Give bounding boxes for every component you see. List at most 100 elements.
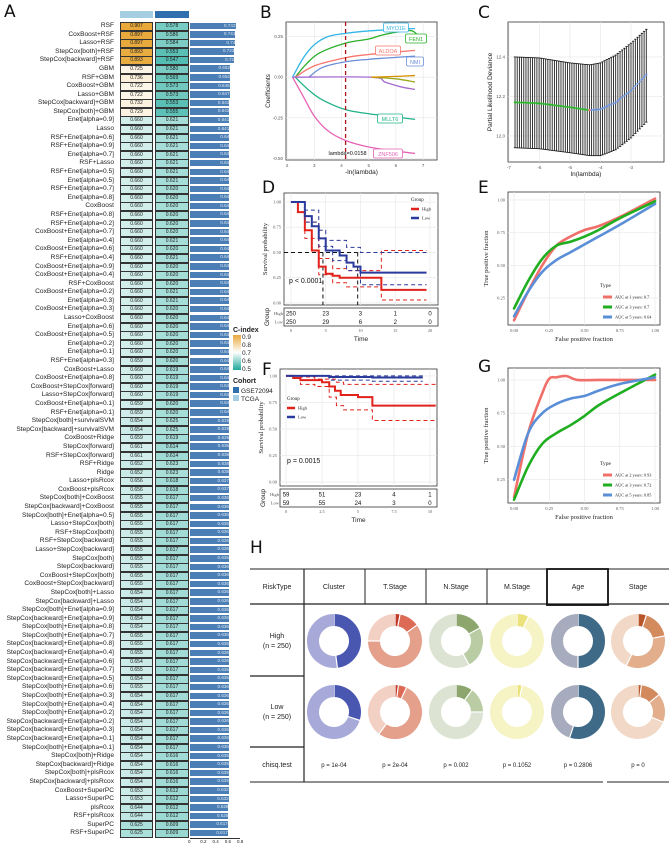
model-row: CoxBoost+RSF 0.897 0.586 0.741 [0, 30, 245, 40]
tcga-cindex-cell: 0.655 [120, 528, 153, 538]
model-row: StepCox[backward] 0.655 0.617 0.636 [0, 563, 245, 573]
donut-separator [396, 684, 400, 698]
axis-line [190, 838, 240, 839]
model-name: StepCox[backward]+Enet[alpha=0.5] [6, 674, 114, 682]
table-header: RiskType [263, 584, 292, 591]
mean-deviance-point [625, 92, 628, 96]
plot-area [285, 21, 438, 161]
chisq-p-value: p = 0.002 [443, 763, 469, 769]
risk-table-group: High [270, 492, 280, 497]
mean-cindex-bar: 0.628 [190, 804, 229, 811]
tcga-cindex-cell: 0.660 [120, 322, 153, 332]
mean-deviance-point [645, 73, 648, 76]
ci-upper-low [290, 201, 427, 253]
roc-curve [512, 374, 657, 499]
model-row: CoxBoost+Ridge 0.659 0.619 0.639 [0, 434, 245, 444]
model-name: SuperPC [87, 820, 114, 828]
model-row: CoxBoost+Enet[alpha=0.1] 0.659 0.620 0.64 [0, 399, 245, 409]
panel-label-c: C [478, 3, 490, 23]
table-header: N.Stage [443, 584, 468, 591]
tcga-cindex-cell: 0.625 [120, 829, 153, 839]
tcga-cindex-cell: 0.660 [120, 374, 153, 384]
mean-cindex-bar: 0.64 [190, 383, 230, 390]
risk-table-count: 2 [394, 320, 398, 326]
legend-label: AUC at 2 years: 0.93 [615, 473, 651, 478]
mean-cindex-bar: 0.641 [190, 125, 230, 133]
x-tick-label: 0.00 [510, 328, 519, 333]
gse72094-cindex-cell: 0.555 [155, 107, 189, 117]
survival-curve-low [286, 374, 423, 379]
model-row: Enet[alpha=0.4] 0.660 0.621 0.64 [0, 236, 245, 246]
gene-label: FEN1 [409, 37, 423, 43]
donut-segment [333, 614, 361, 668]
panel-label-a: A [4, 2, 16, 22]
mean-deviance-point [590, 108, 593, 112]
donut-segment [611, 614, 639, 666]
cohort-swatch [233, 395, 239, 401]
mean-cindex-bar: 0.64 [190, 340, 230, 347]
model-row: RSF+Enet[alpha=0.8] 0.660 0.620 0.64 [0, 210, 245, 220]
y-axis-label: Survival probability [262, 222, 269, 275]
risk-table-count: 250 [286, 312, 297, 318]
legend-label: AUC at 5 years: 0.64 [615, 315, 652, 320]
model-name: Ridge [96, 468, 114, 476]
mean-cindex-bar: 0.636 [190, 675, 229, 682]
mean-deviance-point [513, 101, 517, 104]
x-tick-label: 5 [367, 163, 370, 168]
panel-c-axes: -7 -6 -5 -4 -3 12.4 12.2 12.0 ln(lambda) Partial … [487, 21, 665, 178]
gse72094-cindex-cell: 0.617 [155, 683, 189, 693]
tcga-cindex-cell: 0.655 [120, 666, 153, 676]
mean-cindex-bar: 0.64 [190, 151, 230, 158]
mean-cindex-bar: 0.636 [190, 615, 229, 622]
model-name: CoxBoost+Enet[alpha=0.4] [35, 271, 114, 279]
mean-deviance-point [557, 104, 560, 108]
mean-deviance-point [634, 84, 637, 88]
model-name: Lasso+plsRcox [69, 477, 114, 485]
risk-table-count: 1 [394, 312, 398, 318]
mean-deviance-point [575, 107, 578, 110]
mean-cindex-bar: 0.632 [190, 787, 229, 794]
mean-cindex-bar: 0.64 [190, 263, 230, 270]
model-name: CoxBoost+SuperPC [54, 786, 114, 794]
mean-deviance-point [520, 101, 523, 104]
mean-cindex-bar: 0.64 [190, 237, 230, 244]
cindex-tick: 0.6 [242, 358, 251, 365]
donut-segment [611, 685, 664, 739]
gse72094-cindex-cell: 0.623 [155, 468, 189, 478]
y-tick-label: 12.0 [496, 133, 505, 138]
mean-cindex-bar: 0.743 [190, 22, 236, 29]
plot-area [507, 21, 665, 163]
gse72094-cindex-cell: 0.617 [155, 666, 189, 676]
tcga-cindex-cell: 0.656 [120, 477, 153, 487]
gse72094-cindex-cell: 0.584 [155, 39, 189, 49]
model-row: Lasso+GBM 0.722 0.573 0.647 [0, 90, 245, 100]
tcga-cindex-cell: 0.660 [120, 168, 153, 178]
donut-segment [368, 614, 396, 642]
tcga-cindex-cell: 0.655 [120, 649, 153, 659]
y-axis-label: Survival probability [258, 401, 265, 454]
time-tick-label: 10 [428, 509, 432, 514]
mean-deviance-point [583, 108, 587, 111]
donut-segment [642, 615, 665, 639]
model-row: Enet[alpha=0.3] 0.660 0.621 0.64 [0, 296, 245, 306]
model-name: CoxBoost+Enet[alpha=0.8] [35, 374, 114, 382]
tcga-cindex-cell: 0.661 [120, 451, 153, 461]
cindex-tick: 0.9 [242, 334, 251, 341]
mean-cindex-bar: 0.636 [190, 623, 229, 631]
model-name: Enet[alpha=0.7] [67, 150, 114, 158]
legend-label: AUC at 3 years: 0.72 [615, 483, 651, 488]
panel-label-e: E [478, 178, 489, 198]
mean-cindex-bar: 0.64 [190, 305, 230, 313]
mean-deviance-point [566, 105, 569, 109]
mean-deviance-point [553, 104, 556, 107]
model-row: StepCox[both]+CoxBoost 0.655 0.617 0.636 [0, 494, 245, 504]
gse72094-cindex-cell: 0.620 [155, 202, 189, 212]
donut-segment [455, 685, 472, 701]
gse72094-cindex-cell: 0.619 [155, 374, 189, 384]
gene-label-box [377, 113, 403, 124]
tcga-cindex-cell: 0.659 [120, 408, 153, 418]
tcga-cindex-cell: 0.660 [120, 176, 153, 186]
mean-cindex-bar: 0.638 [190, 469, 230, 476]
mean-deviance-point [612, 102, 615, 105]
tcga-cindex-cell: 0.660 [120, 305, 153, 315]
